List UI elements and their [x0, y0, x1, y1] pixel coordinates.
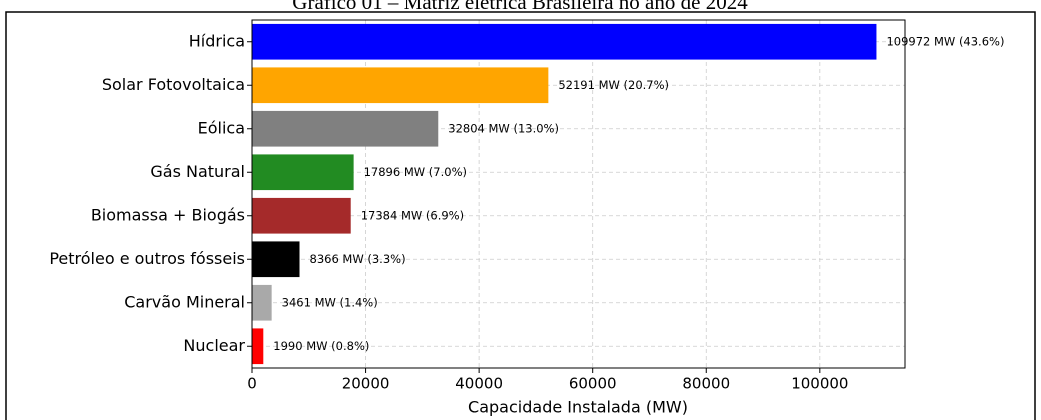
data-label: 3461 MW (1.4%) [282, 295, 378, 309]
bar [252, 110, 439, 147]
category-label: Nuclear [183, 336, 245, 355]
data-label: 8366 MW (3.3%) [310, 252, 406, 266]
bar [252, 241, 300, 278]
x-axis-label: Capacidade Instalada (MW) [468, 398, 688, 417]
data-label: 17896 MW (7.0%) [364, 165, 467, 179]
bar [252, 154, 354, 191]
category-label: Carvão Mineral [124, 292, 245, 311]
x-tick-label: 20000 [342, 375, 390, 393]
data-label: 1990 MW (0.8%) [273, 339, 369, 353]
category-label: Petróleo e outros fósseis [49, 249, 245, 268]
x-tick-label: 80000 [682, 375, 730, 393]
data-label: 17384 MW (6.9%) [361, 208, 464, 222]
x-tick-label: 100000 [791, 375, 848, 393]
category-label: Eólica [198, 118, 245, 137]
data-label: 52191 MW (20.7%) [558, 78, 669, 92]
plot-frame [251, 19, 906, 369]
category-label: Solar Fotovoltaica [102, 75, 245, 94]
x-tick-label: 40000 [455, 375, 503, 393]
bar [252, 328, 264, 365]
bar [252, 23, 877, 60]
bar [252, 67, 549, 104]
data-label: 109972 MW (43.6%) [886, 34, 1004, 48]
chart-title: Gráfico 01 – Matriz elétrica Brasileira … [292, 0, 748, 14]
category-label: Biomassa + Biogás [91, 205, 245, 224]
bar [252, 284, 272, 321]
x-tick-label: 60000 [569, 375, 617, 393]
category-label: Hídrica [189, 31, 245, 50]
bar [252, 197, 351, 234]
data-label: 32804 MW (13.0%) [448, 121, 559, 135]
category-label: Gás Natural [150, 162, 245, 181]
x-tick-label: 0 [247, 375, 257, 393]
frame [5, 11, 1036, 420]
